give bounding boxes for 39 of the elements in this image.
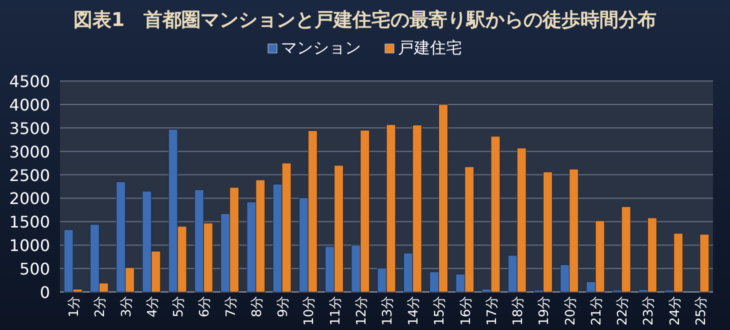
x-tick-label: 5分 (172, 296, 187, 318)
x-tick-label: 19分 (537, 296, 552, 326)
y-tick-label: 4000 (9, 95, 50, 114)
y-tick-label: 2000 (9, 189, 50, 208)
x-tick-label: 4分 (145, 296, 160, 318)
chart-title: 図表1 首都圏マンションと戸建住宅の最寄り駅からの徒歩時間分布 (73, 9, 657, 31)
x-tick-label: 13分 (380, 296, 396, 326)
x-tick-label: 7分 (224, 296, 239, 318)
x-tick-label: 16分 (458, 296, 474, 326)
y-tick-label: 3000 (9, 142, 50, 162)
y-tick-label: 0 (40, 283, 50, 302)
y-tick-label: 500 (19, 260, 50, 279)
y-tick-label: 2500 (9, 166, 50, 185)
x-tick-label: 15分 (432, 296, 448, 326)
x-tick-label: 2分 (93, 296, 108, 318)
legend-label: 戸建住宅 (398, 38, 462, 57)
x-tick-label: 22分 (616, 296, 631, 326)
x-tick-label: 20分 (563, 296, 578, 326)
x-tick-label: 25分 (694, 296, 709, 326)
x-tick-label: 1分 (67, 296, 82, 318)
x-tick-label: 12分 (354, 296, 370, 326)
y-tick-label: 1000 (9, 236, 50, 256)
y-tick-label: 1500 (9, 212, 50, 232)
x-tick-label: 21分 (589, 296, 604, 326)
bar (700, 234, 710, 292)
legend-label: マンション (281, 38, 361, 57)
x-tick-label: 11分 (328, 296, 344, 326)
x-tick-label: 10分 (302, 296, 318, 326)
x-tick-label: 3分 (119, 296, 134, 318)
x-tick-label: 17分 (484, 296, 500, 326)
x-tick-label: 24分 (668, 296, 683, 326)
x-tick-label: 14分 (406, 296, 422, 326)
x-tick-label: 18分 (511, 296, 526, 326)
x-tick-label: 9分 (276, 296, 292, 318)
x-tick-label: 8分 (250, 296, 265, 318)
x-tick-label: 6分 (198, 296, 213, 318)
x-tick-label: 23分 (642, 296, 657, 326)
y-tick-label: 4500 (9, 72, 50, 91)
y-tick-label: 3500 (9, 118, 50, 138)
